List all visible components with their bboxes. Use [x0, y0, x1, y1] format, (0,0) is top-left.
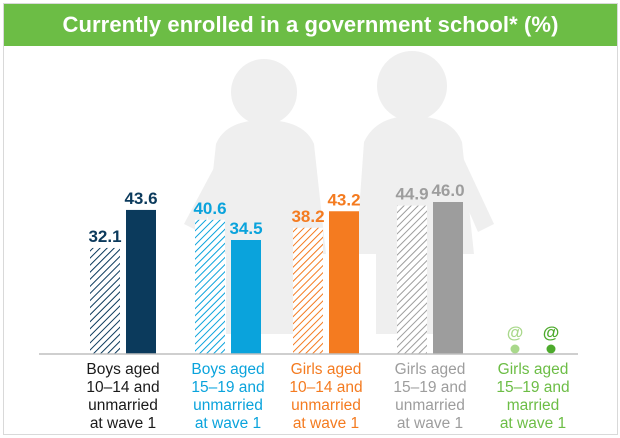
bars-group — [90, 202, 556, 354]
category-label-2-line-2: unmarried — [291, 397, 361, 414]
category-label-3-line-2: unmarried — [395, 397, 465, 414]
category-label-1-line-3: at wave 1 — [195, 415, 261, 432]
category-label-3-line-3: at wave 1 — [397, 415, 463, 432]
category-label-4-line-2: married — [507, 397, 560, 414]
value-labels-group: 32.143.6 40.634.5 38.243.2 44.9 46.0 @ @ — [88, 181, 559, 342]
bar-hatched-0 — [90, 247, 120, 354]
chart-frame: 32.1 43.6 40.6 34.5 38.2 43.2 44.9 46.0 @ @ Boys … — [3, 3, 618, 435]
category-label-2-line-0: Girls aged — [291, 361, 362, 378]
chart-svg: 32.143.6 40.634.5 38.243.2 44.9 46.0 @ @ Boys … — [39, 51, 578, 432]
value-label-solid-0: 43.6 — [124, 189, 157, 208]
category-label-1-line-2: unmarried — [193, 397, 263, 414]
category-label-2-line-1: 10–14 and — [289, 379, 362, 396]
category-label-0-line-1: 10–14 and — [86, 379, 159, 396]
bar-solid-2 — [329, 211, 359, 354]
bar-solid-1 — [231, 240, 261, 354]
marker-label-0: @ — [507, 323, 524, 342]
value-label-solid-2: 43.2 — [327, 190, 360, 209]
category-label-4-line-1: 15–19 and — [496, 379, 569, 396]
category-label-1-line-1: 15–19 and — [191, 379, 264, 396]
bar-hatched-1 — [195, 219, 225, 354]
category-label-2-line-3: at wave 1 — [293, 415, 359, 432]
bar-solid-3 — [433, 202, 463, 354]
chart-title: Currently enrolled in a government schoo… — [4, 4, 617, 46]
value-label-solid-3: 46.0 — [431, 181, 464, 200]
category-label-0-line-0: Boys aged — [86, 361, 159, 378]
value-label-hatched-1: 40.6 — [193, 199, 226, 218]
marker-dot-0 — [510, 344, 520, 354]
category-label-4-line-3: at wave 1 — [500, 415, 566, 432]
value-label-hatched-2: 38.2 — [291, 207, 324, 226]
category-label-0-line-2: unmarried — [88, 397, 158, 414]
category-label-1-line-0: Boys aged — [191, 361, 264, 378]
category-label-0-line-3: at wave 1 — [90, 415, 156, 432]
value-label-hatched-0: 32.1 — [88, 227, 121, 246]
value-label-hatched-3: 44.9 — [395, 185, 428, 204]
bar-hatched-3 — [397, 205, 427, 354]
marker-label-1: @ — [543, 323, 560, 342]
category-label-3-line-1: 15–19 and — [393, 379, 466, 396]
value-label-solid-1: 34.5 — [229, 219, 262, 238]
marker-dot-1 — [546, 344, 556, 354]
category-label-4-line-0: Girls aged — [498, 361, 569, 378]
category-label-3-line-0: Girls aged — [395, 361, 466, 378]
bar-solid-0 — [126, 209, 156, 354]
bar-hatched-2 — [293, 227, 323, 354]
